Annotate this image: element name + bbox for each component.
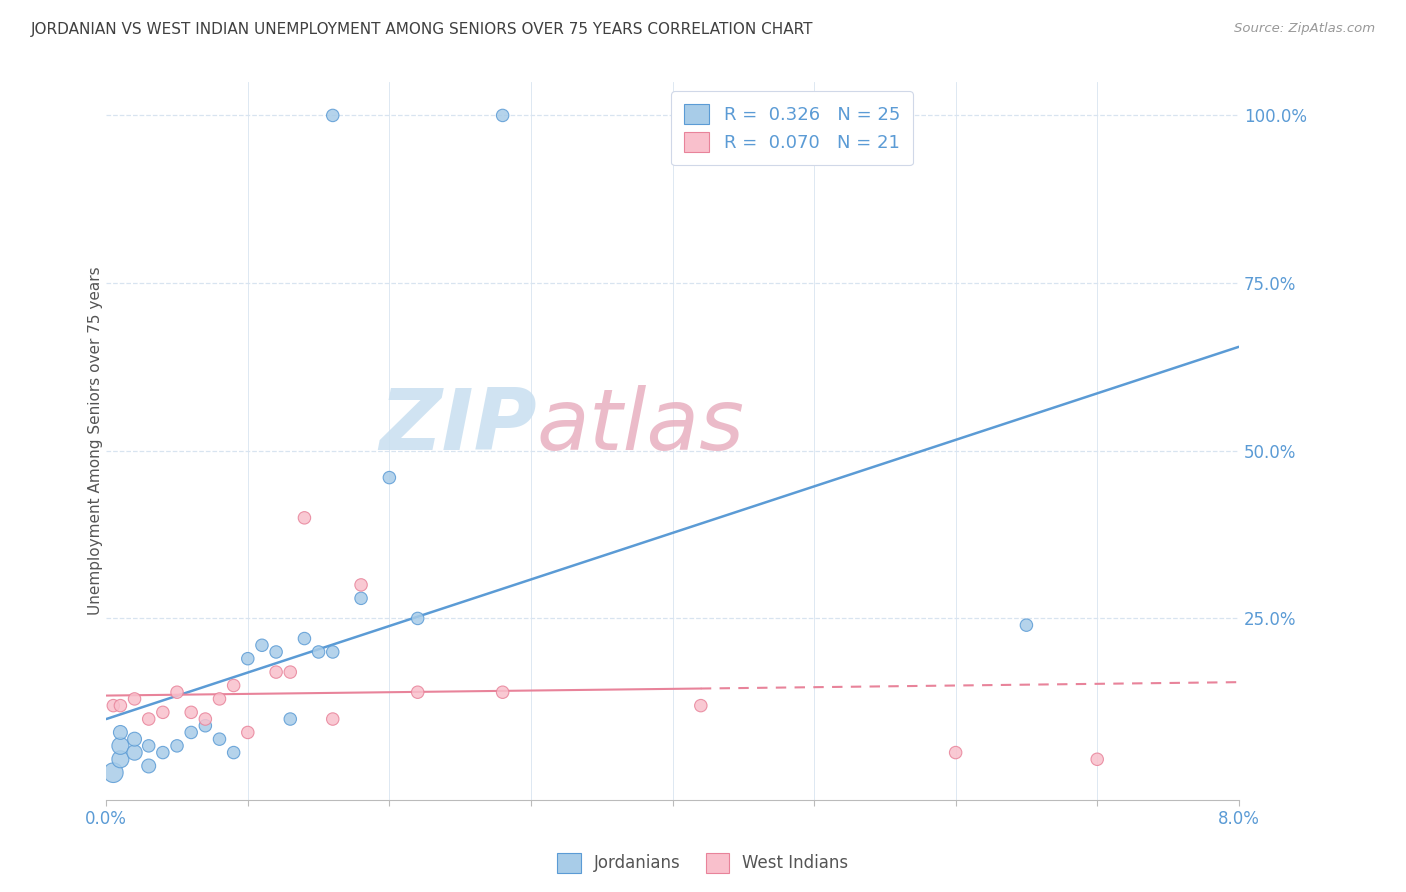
Point [222,746,245,760]
Legend: Jordanians, West Indians: Jordanians, West Indians [551,847,855,880]
Point [1015,618,1038,632]
Point [264,645,287,659]
Point [152,706,174,720]
Point [350,591,373,606]
Point [250,638,273,652]
Point [689,698,711,713]
Text: atlas: atlas [537,384,745,468]
Point [236,651,259,665]
Point [1085,752,1108,766]
Point [138,739,160,753]
Point [322,645,344,659]
Point [294,632,316,646]
Point [103,765,125,780]
Point [278,712,301,726]
Point [236,725,259,739]
Point [322,108,344,122]
Point [103,698,125,713]
Point [166,739,188,753]
Point [124,692,146,706]
Point [222,679,245,693]
Point [406,611,429,625]
Point [294,511,316,525]
Point [278,665,301,679]
Point [264,665,287,679]
Point [110,739,132,753]
Point [166,685,188,699]
Point [194,712,217,726]
Point [110,698,132,713]
Point [322,712,344,726]
Point [124,746,146,760]
Point [194,719,217,733]
Point [208,692,231,706]
Point [138,759,160,773]
Point [491,685,513,699]
Point [350,578,373,592]
Y-axis label: Unemployment Among Seniors over 75 years: Unemployment Among Seniors over 75 years [87,267,103,615]
Point [406,685,429,699]
Point [110,752,132,766]
Point [308,645,330,659]
Point [491,108,513,122]
Point [378,470,401,484]
Point [208,732,231,747]
Text: ZIP: ZIP [380,384,537,468]
Point [180,725,202,739]
Point [124,732,146,747]
Legend: R =  0.326   N = 25, R =  0.070   N = 21: R = 0.326 N = 25, R = 0.070 N = 21 [671,91,912,165]
Point [110,725,132,739]
Text: Source: ZipAtlas.com: Source: ZipAtlas.com [1234,22,1375,36]
Point [945,746,967,760]
Text: JORDANIAN VS WEST INDIAN UNEMPLOYMENT AMONG SENIORS OVER 75 YEARS CORRELATION CH: JORDANIAN VS WEST INDIAN UNEMPLOYMENT AM… [31,22,814,37]
Point [152,746,174,760]
Point [180,706,202,720]
Point [138,712,160,726]
